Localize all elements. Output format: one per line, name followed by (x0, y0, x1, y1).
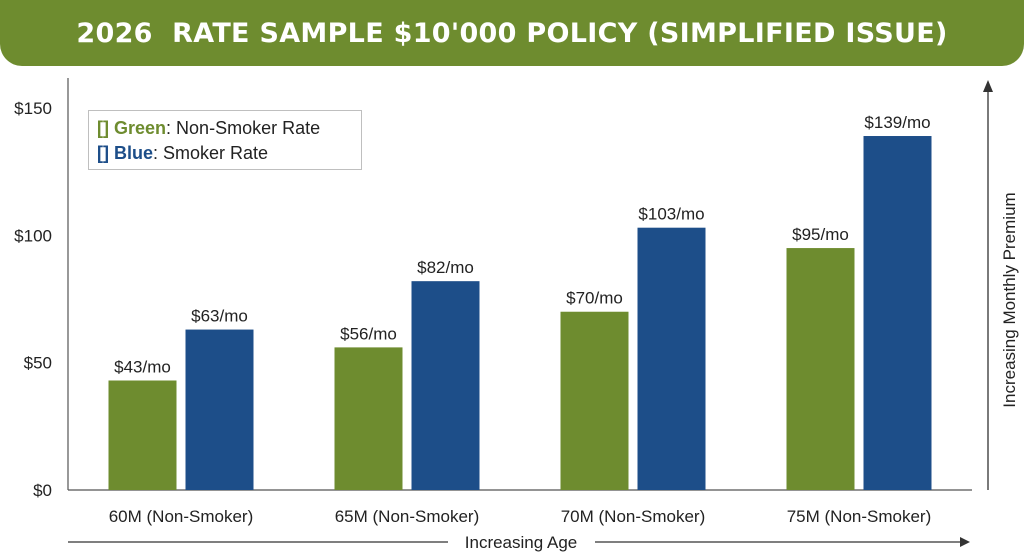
data-label: $43/mo (114, 357, 171, 376)
data-label: $139/mo (864, 113, 930, 132)
bar-non-smoker (560, 311, 629, 490)
data-label: $56/mo (340, 324, 397, 343)
data-label: $103/mo (638, 205, 704, 224)
x-axis-label: Increasing Age (465, 533, 577, 552)
legend-color-word: Blue (114, 143, 154, 163)
bar-smoker (185, 329, 254, 490)
y-tick-label: $100 (14, 226, 52, 245)
x-tick-label: 65M (Non-Smoker) (335, 507, 480, 526)
data-label: $95/mo (792, 225, 849, 244)
y-tick-label: $50 (24, 354, 52, 373)
bar-non-smoker (786, 248, 855, 490)
legend-bracket: [] (97, 143, 109, 163)
bar-non-smoker (334, 347, 403, 490)
legend-text: : Smoker Rate (153, 143, 269, 163)
x-tick-label: 60M (Non-Smoker) (109, 507, 254, 526)
legend-text: : Non-Smoker Rate (166, 118, 321, 138)
x-arrow-head (960, 537, 970, 547)
data-label: $70/mo (566, 289, 623, 308)
y-axis-label: Increasing Monthly Premium (1000, 192, 1019, 407)
legend: [] Green: Non-Smoker Rate [] Blue: Smoke… (88, 110, 362, 170)
legend-bracket: [] (97, 118, 109, 138)
legend-item-non-smoker: [] Green: Non-Smoker Rate (97, 116, 353, 141)
legend-color-word: Green (114, 118, 167, 138)
y-tick-label: $0 (33, 481, 52, 500)
title-banner: 2026 RATE SAMPLE $10'000 POLICY (SIMPLIF… (0, 0, 1024, 66)
x-tick-label: 75M (Non-Smoker) (787, 507, 932, 526)
bar-non-smoker (108, 380, 177, 490)
bar-smoker (863, 136, 932, 490)
data-label: $82/mo (417, 258, 474, 277)
x-tick-label: 70M (Non-Smoker) (561, 507, 706, 526)
data-label: $63/mo (191, 307, 248, 326)
y-arrow-head (983, 80, 993, 92)
bar-smoker (637, 227, 706, 490)
chart-title: 2026 RATE SAMPLE $10'000 POLICY (SIMPLIF… (76, 17, 948, 49)
bar-smoker (411, 281, 480, 490)
y-tick-label: $150 (14, 99, 52, 118)
legend-item-smoker: [] Blue: Smoker Rate (97, 141, 353, 166)
